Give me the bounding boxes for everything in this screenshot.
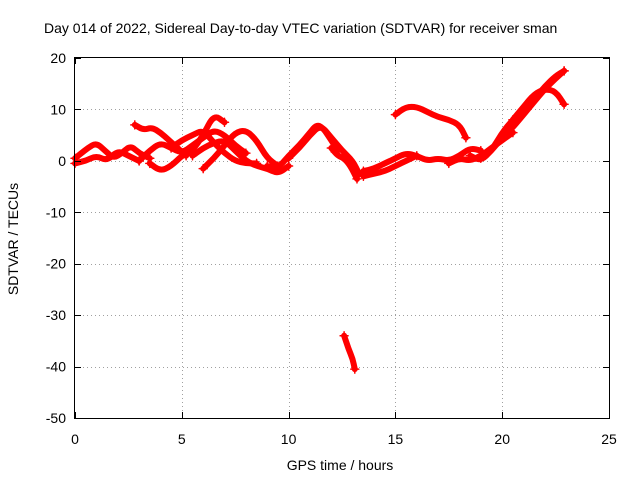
data-point-marker [390,109,401,120]
series-arc-12 [341,332,358,373]
data-point-marker [187,150,198,161]
series-arc-10 [285,124,363,177]
series-arc-7 [200,128,281,172]
series-arc-11 [328,145,360,182]
x-tick-label: 20 [494,431,510,447]
y-tick-label: -20 [46,256,66,272]
series-arc-5 [146,114,228,173]
data-point-marker [283,153,294,164]
x-tick-label: 5 [178,431,186,447]
series-arc-15 [392,103,469,141]
y-axis-label: SDTVAR / TECUs [5,183,21,295]
y-tick-label: 10 [50,101,66,117]
series-arc-18 [477,67,568,162]
y-tick-label: 20 [50,50,66,66]
data-point-marker [198,163,208,174]
data-point-marker [262,161,272,171]
x-tick-label: 10 [281,431,297,447]
data-point-marker [559,66,569,76]
data-point-marker [444,158,454,169]
data-point-marker [241,148,251,158]
data-point-marker [145,158,155,169]
data-point-marker [219,117,230,128]
x-tick-label: 15 [388,431,404,447]
y-axis-ticks: -50 -40 -30 -20 -10 0 10 20 [46,50,609,426]
data-point-marker [461,132,471,143]
data-point-marker [508,114,518,125]
data-point-marker [326,143,337,153]
x-tick-label: 25 [601,431,617,447]
data-point-marker [350,364,360,374]
y-tick-label: 0 [58,153,66,169]
data-point-marker [166,143,176,153]
series-arc-1 [72,141,153,162]
x-tick-label: 0 [71,431,79,447]
y-tick-label: -50 [46,410,66,426]
data-point-marker [134,156,144,166]
plot-frame [74,57,610,419]
y-tick-label: -30 [46,307,66,323]
x-axis-label: GPS time / hours [287,457,394,473]
data-point-marker [559,99,569,110]
data-point-marker [412,150,422,161]
x-axis-ticks: 0 5 10 15 20 25 [71,58,617,447]
data-point-marker [283,161,294,171]
chart-title: Day 014 of 2022, Sidereal Day-to-day VTE… [44,20,557,36]
series-arc-4 [136,128,249,164]
series-arc-19 [509,86,568,123]
data-point-marker [130,120,140,130]
series-group [70,66,569,374]
series-arc-6 [168,128,260,167]
series-arc-2 [72,149,143,167]
data-point-marker [465,150,475,161]
series-arc-14 [360,152,420,180]
data-point-marker [358,171,369,182]
data-point-marker [352,174,362,184]
data-point-marker [476,153,486,164]
data-point-marker [339,330,349,341]
y-tick-label: -10 [46,204,66,220]
y-tick-label: -40 [46,359,66,375]
